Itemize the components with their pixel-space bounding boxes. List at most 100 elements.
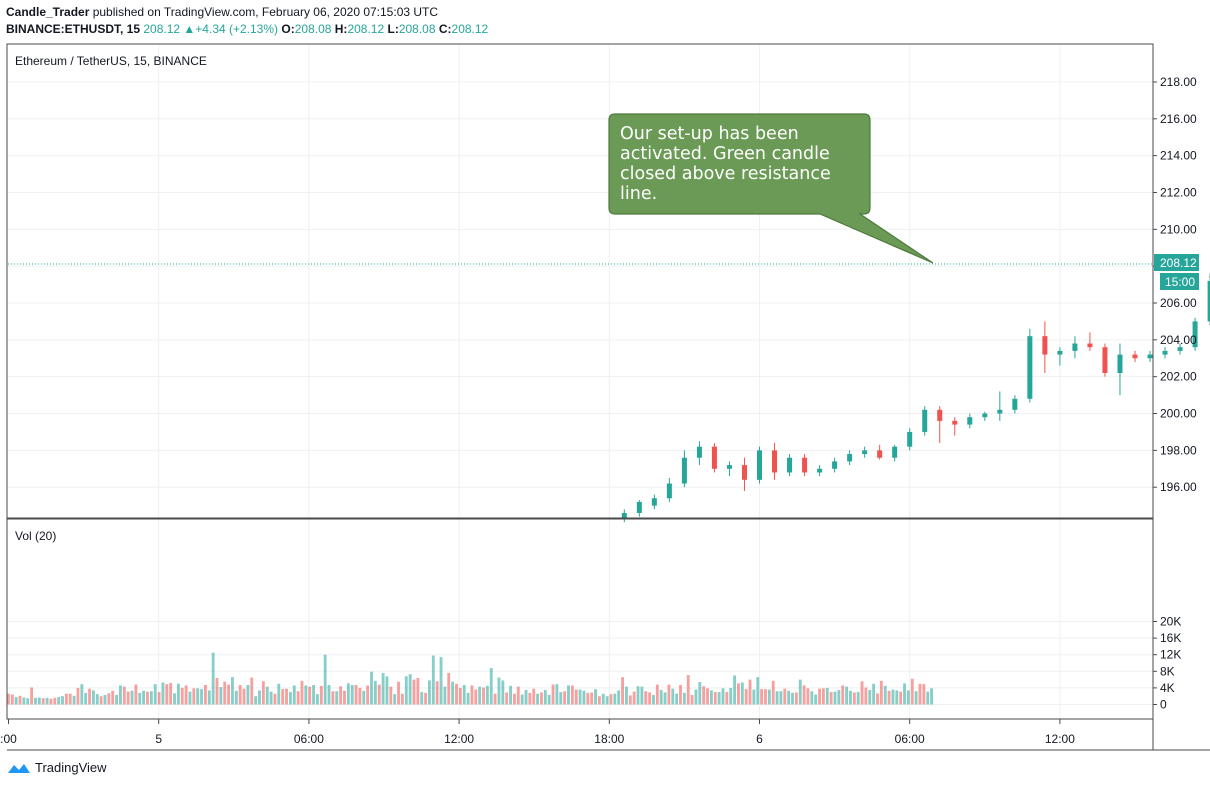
volume-bar (501, 680, 505, 705)
price-tick-label: 206.00 (1160, 296, 1197, 310)
volume-bar (794, 692, 798, 705)
volume-bar (37, 697, 41, 705)
volume-bar (316, 694, 319, 705)
volume-series (7, 652, 933, 705)
volume-bar (621, 677, 624, 705)
volume-bar (910, 678, 914, 705)
volume-bar (157, 692, 161, 705)
price-tick-label: 212.00 (1160, 185, 1197, 199)
close-label: C: (438, 22, 452, 36)
tradingview-logo-icon (8, 763, 30, 773)
volume-bar (312, 684, 315, 705)
volume-tick-label: 16K (1160, 631, 1181, 645)
volume-bar (798, 679, 802, 705)
volume-bar (111, 690, 115, 705)
volume-bar (767, 689, 771, 705)
volume-tick-label: 12K (1160, 648, 1181, 662)
volume-bar (524, 689, 528, 705)
volume-bar (547, 694, 551, 705)
volume-bar (258, 690, 261, 705)
price-badge-label: 208.12 (1160, 256, 1197, 270)
volume-bar (887, 690, 891, 705)
candle-body (1027, 336, 1033, 399)
volume-bar (895, 690, 899, 705)
close-value: 208.12 (451, 22, 489, 36)
volume-bar (802, 685, 806, 705)
candle-body (711, 446, 717, 469)
volume-bar (215, 677, 219, 705)
volume-bar (914, 691, 918, 705)
volume-bar (899, 691, 903, 705)
volume-tick-label: 4K (1160, 681, 1175, 695)
time-badge: 15:00 (1160, 273, 1199, 290)
volume-bar (115, 694, 119, 705)
volume-bar (551, 684, 555, 705)
volume-bar (26, 698, 30, 705)
volume-bar (605, 696, 609, 705)
volume-bar (891, 689, 895, 705)
price-badge: 208.12 (1154, 254, 1199, 271)
volume-bar (775, 691, 779, 705)
volume-bar (818, 688, 821, 705)
volume-bar (760, 689, 764, 705)
volume-bar (586, 692, 590, 705)
annotation-callout[interactable] (608, 113, 934, 264)
volume-bar (203, 684, 207, 705)
candle-body (1177, 347, 1183, 351)
volume-bar (176, 683, 180, 705)
volume-bar (574, 689, 578, 705)
volume-bar (682, 692, 686, 705)
volume-bar (265, 686, 269, 705)
volume-bar (107, 693, 111, 705)
candle-body (982, 413, 988, 418)
candle-body (726, 465, 732, 469)
volume-bar (512, 693, 516, 705)
volume-bar (76, 687, 80, 705)
volume-bar (567, 685, 570, 705)
volume-bar (370, 671, 373, 705)
volume-bar (833, 691, 837, 705)
volume-bar (841, 685, 845, 705)
volume-bar (609, 694, 613, 705)
volume-bar (679, 684, 682, 705)
time-tick-label: 12:00 (1045, 732, 1075, 746)
volume-bar (7, 693, 10, 705)
volume-bar (625, 686, 628, 705)
volume-bar (466, 692, 470, 705)
volume-bar (652, 694, 655, 705)
volume-bar (563, 691, 567, 705)
volume-bar (53, 697, 57, 705)
author-name[interactable]: Candle_Trader (6, 5, 90, 19)
candle-body (651, 498, 657, 506)
volume-bar (632, 691, 636, 705)
volume-bar (72, 695, 76, 705)
volume-bar (119, 685, 122, 705)
volume-tick-label: 8K (1160, 664, 1175, 678)
volume-bar (737, 683, 740, 705)
candle-body (681, 457, 687, 484)
volume-bar (269, 691, 273, 705)
volume-bar (343, 690, 346, 705)
volume-bar (288, 692, 292, 705)
volume-bar (134, 684, 138, 705)
volume-bar (296, 691, 300, 705)
change-icon: ▲ (183, 22, 196, 36)
volume-bar (261, 681, 265, 705)
tradingview-brand[interactable]: TradingView (7, 760, 107, 775)
price-tick-label: 196.00 (1160, 480, 1197, 494)
candle-body (1057, 350, 1063, 355)
volume-bar (68, 693, 72, 705)
volume-bar (837, 689, 841, 705)
volume-bar (597, 696, 601, 705)
candle-body (952, 420, 958, 425)
volume-bar (628, 695, 632, 705)
volume-bar (879, 680, 883, 705)
low-value: 208.08 (398, 22, 436, 36)
volume-bar (729, 687, 733, 705)
axes: 196.00 198.00 200.00 202.00 204.00 206.00 208.… (0, 43, 1210, 751)
volume-bar (153, 684, 157, 705)
volume-bar (829, 692, 833, 705)
volume-bar (385, 676, 389, 705)
volume-bar (825, 687, 829, 705)
